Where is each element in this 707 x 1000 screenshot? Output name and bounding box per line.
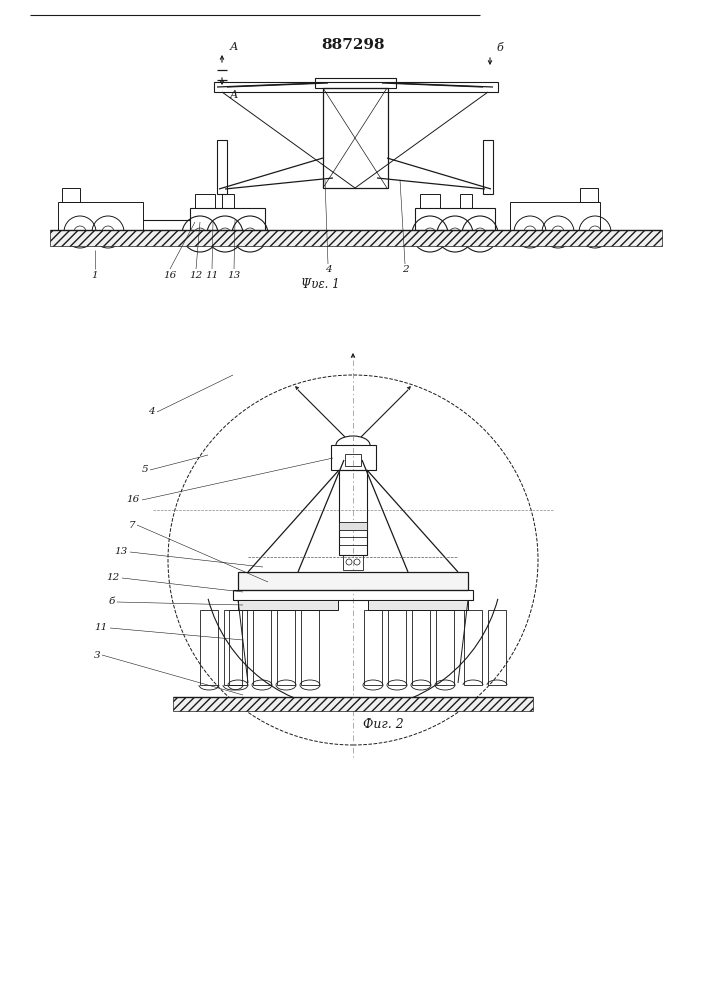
Bar	[339, 470, 367, 555]
Bar	[217, 140, 227, 194]
Text: 16: 16	[163, 270, 177, 279]
Bar	[483, 140, 493, 194]
Text: Фиг. 2: Фиг. 2	[363, 718, 404, 732]
Text: 13: 13	[115, 548, 128, 556]
Bar	[339, 522, 367, 530]
Bar	[58, 202, 143, 230]
Bar	[238, 572, 468, 590]
Bar	[339, 537, 367, 545]
Text: 1: 1	[92, 270, 98, 279]
Text: 13: 13	[228, 270, 240, 279]
Bar	[195, 194, 215, 208]
Text: 887298: 887298	[321, 38, 385, 52]
Bar	[436, 610, 454, 685]
Bar	[253, 610, 271, 685]
Bar	[415, 208, 495, 230]
Text: б: б	[496, 43, 503, 53]
Text: А: А	[230, 90, 238, 100]
Bar	[173, 697, 533, 711]
Text: 3: 3	[93, 650, 100, 660]
Bar	[315, 78, 396, 88]
Bar	[580, 188, 598, 202]
Bar	[343, 555, 363, 570]
Bar	[190, 208, 265, 230]
Text: 7: 7	[129, 520, 135, 530]
Bar	[510, 202, 600, 230]
Text: 12: 12	[107, 574, 120, 582]
Bar	[224, 610, 242, 685]
Text: 11: 11	[205, 270, 218, 279]
Bar	[50, 230, 662, 246]
Bar	[229, 610, 247, 685]
Bar	[488, 610, 506, 685]
Bar	[214, 82, 498, 92]
Text: 11: 11	[95, 624, 108, 633]
Text: 16: 16	[127, 495, 140, 504]
Text: 4: 4	[325, 265, 332, 274]
Text: 5: 5	[141, 466, 148, 475]
Text: 12: 12	[189, 270, 203, 279]
Text: А: А	[230, 42, 238, 52]
Text: 4: 4	[148, 408, 155, 416]
Bar	[200, 610, 218, 685]
Text: б: б	[109, 597, 115, 606]
Bar	[420, 194, 440, 208]
Bar	[238, 600, 338, 610]
Bar	[222, 194, 234, 208]
Bar	[412, 610, 430, 685]
Bar	[323, 88, 388, 188]
Bar	[331, 445, 376, 470]
Bar	[364, 610, 382, 685]
Bar	[464, 610, 482, 685]
Bar	[277, 610, 295, 685]
Text: Ψυε. 1: Ψυε. 1	[300, 278, 339, 292]
Bar	[368, 600, 468, 610]
Text: 2: 2	[402, 265, 409, 274]
Bar	[301, 610, 319, 685]
Bar	[345, 454, 361, 466]
Bar	[62, 188, 80, 202]
Bar	[388, 610, 406, 685]
Bar	[233, 590, 473, 600]
Bar	[460, 194, 472, 208]
